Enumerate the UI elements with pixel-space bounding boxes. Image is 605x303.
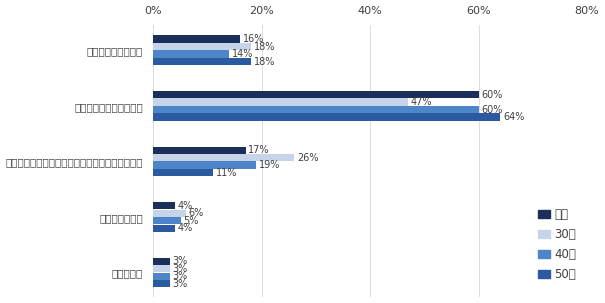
Legend: 全体, 30代, 40代, 50代: 全体, 30代, 40代, 50代 (534, 203, 581, 286)
Text: 47%: 47% (411, 97, 433, 107)
Bar (154, 161, 257, 169)
Text: 26%: 26% (297, 153, 319, 163)
Text: 11%: 11% (216, 168, 237, 178)
Bar (154, 98, 408, 106)
Text: 18%: 18% (253, 57, 275, 67)
Bar (154, 35, 240, 43)
Bar (154, 147, 246, 154)
Bar (154, 91, 479, 98)
Bar (154, 210, 186, 217)
Bar (154, 217, 180, 224)
Text: 14%: 14% (232, 49, 253, 59)
Bar (154, 113, 500, 121)
Bar (154, 43, 251, 50)
Bar (154, 202, 175, 209)
Text: 4%: 4% (178, 201, 193, 211)
Text: 3%: 3% (172, 264, 188, 274)
Bar (154, 50, 229, 58)
Text: 60%: 60% (482, 105, 503, 115)
Text: 60%: 60% (482, 90, 503, 100)
Bar (154, 106, 479, 113)
Text: 6%: 6% (189, 208, 204, 218)
Text: 3%: 3% (172, 279, 188, 289)
Bar (154, 225, 175, 232)
Text: 64%: 64% (503, 112, 525, 122)
Bar (154, 58, 251, 65)
Text: 3%: 3% (172, 256, 188, 266)
Text: 3%: 3% (172, 271, 188, 281)
Bar (154, 273, 170, 280)
Bar (154, 169, 213, 176)
Bar (154, 258, 170, 265)
Text: 18%: 18% (253, 42, 275, 52)
Text: 5%: 5% (183, 216, 198, 226)
Text: 16%: 16% (243, 34, 264, 44)
Bar (154, 154, 295, 161)
Text: 19%: 19% (259, 160, 281, 170)
Text: 4%: 4% (178, 223, 193, 233)
Bar (154, 265, 170, 272)
Bar (154, 280, 170, 287)
Text: 17%: 17% (248, 145, 270, 155)
